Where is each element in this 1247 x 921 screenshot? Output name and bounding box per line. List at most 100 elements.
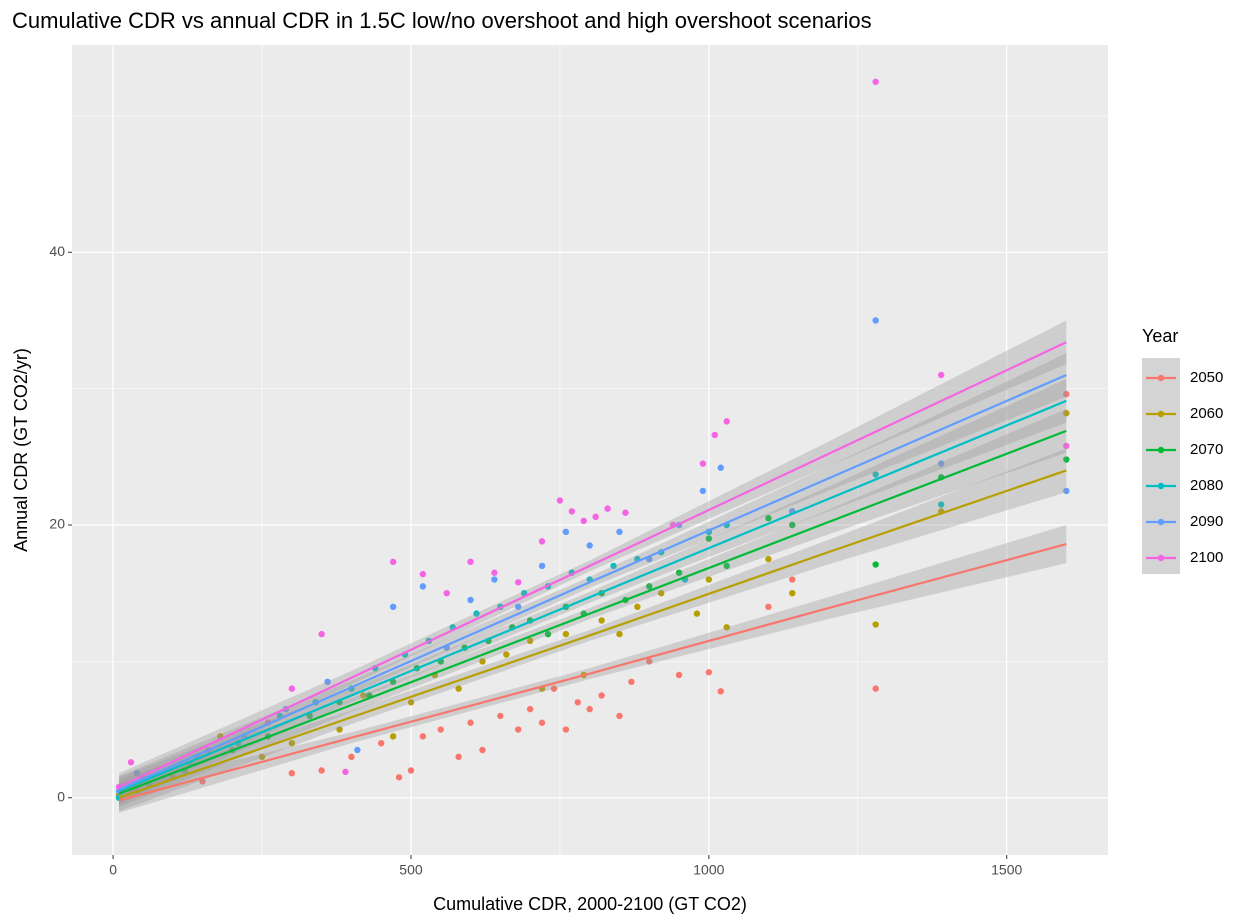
x-tick-label: 1500 [991,862,1022,878]
confidence-band [119,353,1067,804]
legend-key-point [1157,482,1165,490]
confidence-band [119,320,1067,801]
legend-title: Year [1142,326,1178,346]
data-point [1063,487,1070,495]
x-tick-label: 1000 [693,862,724,878]
data-point [586,705,593,713]
legend-label: 2070 [1190,441,1223,458]
data-point [455,753,462,761]
data-point [562,726,570,733]
data-point [723,624,730,631]
data-point [467,719,474,726]
data-point [604,505,611,512]
data-point [258,753,266,761]
fit-line [118,399,1067,792]
data-point [872,78,879,86]
data-point [473,610,480,617]
data-point [389,678,397,686]
data-point [127,759,135,766]
data-point [389,558,397,566]
y-tick-label: 0 [57,788,65,804]
data-point [538,719,546,726]
data-point [419,733,427,740]
data-point [723,418,730,425]
data-point [360,692,367,699]
data-point [574,699,581,706]
data-point [515,579,522,586]
data-point [580,517,587,525]
data-point [467,558,474,566]
data-point [348,753,355,761]
legend-label: 2050 [1190,369,1223,386]
y-axis-label: Annual CDR (GT CO2/yr) [11,348,31,552]
legend-label: 2100 [1190,549,1223,566]
data-point [455,685,462,692]
legend-key-point [1157,410,1165,418]
data-point [419,583,427,590]
legend-label: 2080 [1190,477,1223,494]
confidence-band [119,525,1067,813]
legend-key-point [1157,446,1165,454]
legend-label: 2060 [1190,405,1223,422]
data-point [389,733,397,740]
data-point [765,555,772,563]
data-point [568,508,576,515]
data-point [789,589,796,597]
legend-label: 2090 [1190,513,1223,530]
confidence-band [119,448,1067,812]
data-point [1063,409,1070,417]
data-point [556,497,564,504]
fit-line [118,341,1067,788]
data-point [646,583,653,590]
data-point [675,569,683,576]
data-point [717,464,724,471]
x-axis-label: Cumulative CDR, 2000-2100 (GT CO2) [433,894,747,914]
data-point [765,514,772,522]
fit-line [118,543,1067,802]
data-point [562,630,570,638]
data-point [515,603,522,611]
legend-key-point [1157,518,1165,526]
data-point [515,726,522,733]
data-point [872,317,879,324]
data-point [479,658,486,665]
data-point [622,509,629,516]
data-point [395,774,403,781]
data-point [538,562,546,570]
data-point [717,688,724,695]
y-tick-label: 40 [49,243,65,259]
data-point [288,685,296,692]
data-point [723,562,730,570]
fit-line [118,373,1067,791]
data-point [288,769,296,777]
data-point [789,521,796,529]
data-point [699,487,707,495]
data-point [526,637,534,645]
data-point [491,576,498,583]
data-point [1063,456,1070,463]
data-point [675,671,683,679]
data-point [657,589,665,597]
data-point [443,589,450,597]
data-point [872,621,879,628]
data-point [616,630,623,638]
data-point [1063,390,1070,398]
data-point [937,460,945,467]
data-point [610,562,617,570]
data-point [389,603,397,611]
data-point [407,699,415,706]
fit-line [118,469,1067,799]
data-point [693,610,701,617]
data-point [616,712,623,720]
data-point [562,528,570,536]
x-tick-label: 0 [109,862,117,878]
data-point [288,739,296,747]
data-point [937,501,945,508]
data-point [705,669,713,676]
data-point [526,705,534,713]
data-point [598,617,605,624]
data-point [318,630,325,638]
data-point [544,630,552,638]
data-point [872,471,879,478]
